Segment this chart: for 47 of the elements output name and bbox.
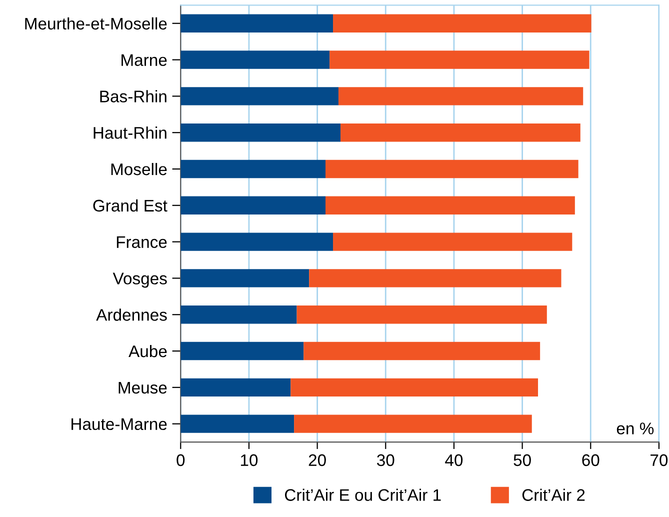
bar — [325, 160, 578, 178]
bar — [180, 378, 291, 397]
bar — [180, 269, 310, 288]
bar — [180, 306, 297, 324]
x-tick-label: 40 — [445, 454, 463, 466]
bar — [290, 378, 538, 397]
x-tick-label: 70 — [650, 454, 668, 466]
y-tick-label: Vosges — [112, 272, 167, 288]
bar — [333, 14, 592, 32]
y-tick-label: France — [116, 236, 167, 248]
bar — [340, 123, 580, 142]
y-tick-label: Marne — [122, 54, 167, 66]
y-tick-label: Moselle — [111, 162, 167, 176]
y-tick-label: Ardennes — [96, 308, 167, 321]
x-tick-label: 60 — [582, 454, 600, 466]
x-tick-label: 50 — [514, 454, 531, 466]
y-tick-label: Haut-Rhin — [94, 126, 166, 139]
x-tick-label: 30 — [377, 454, 394, 466]
bar — [304, 342, 540, 360]
bar — [180, 232, 334, 251]
y-tick-label: Bas-Rhin — [100, 90, 166, 102]
bar — [338, 87, 584, 106]
bar — [180, 196, 326, 214]
y-tick-label: Meuse — [118, 382, 167, 394]
bar — [180, 342, 304, 360]
y-tick-label: Haute-Marne — [72, 418, 167, 430]
bar — [333, 232, 572, 251]
x-tick-label: 0 — [176, 454, 185, 466]
y-tick-label: Aube — [128, 344, 167, 358]
bar — [325, 196, 575, 214]
bar — [296, 306, 547, 324]
bar — [309, 269, 562, 288]
y-tick-label: Meurthe-et-Moselle — [25, 17, 167, 30]
y-tick-label: Grand Est — [93, 199, 168, 212]
bar — [294, 414, 532, 433]
legend-label: Crit’Air 2 — [522, 488, 585, 501]
bar — [180, 50, 330, 69]
x-axis-title: en % — [616, 422, 654, 434]
bar — [180, 160, 326, 178]
x-tick-label: 10 — [240, 454, 258, 466]
bar — [180, 14, 334, 32]
bar — [180, 87, 338, 106]
bar — [330, 50, 590, 69]
bar — [180, 123, 341, 142]
x-tick-label: 20 — [308, 454, 326, 466]
bar — [180, 414, 294, 433]
legend-label: Crit’Air E ou Crit’Air 1 — [284, 488, 441, 501]
